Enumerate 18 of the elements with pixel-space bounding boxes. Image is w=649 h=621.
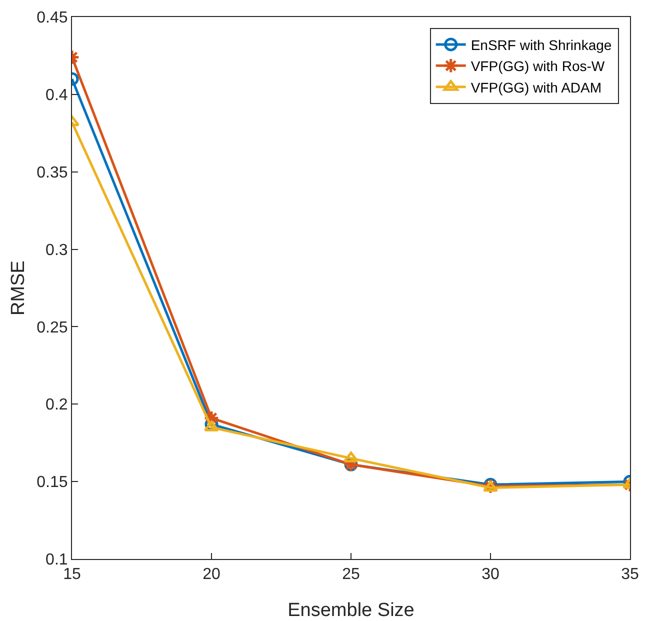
y-tick-label: 0.15 bbox=[36, 474, 68, 492]
x-tick-label: 15 bbox=[63, 566, 81, 584]
x-tick-label: 35 bbox=[621, 566, 639, 584]
x-tick-label: 25 bbox=[342, 566, 360, 584]
x-tick-label: 30 bbox=[482, 566, 500, 584]
y-tick-label: 0.1 bbox=[46, 552, 68, 569]
y-axis-title: RMSE bbox=[8, 260, 29, 316]
y-tick-label: 0.35 bbox=[36, 164, 68, 182]
y-tick-label: 0.3 bbox=[46, 242, 68, 259]
y-tick-label: 0.4 bbox=[46, 87, 68, 104]
y-tick-label: 0.45 bbox=[36, 10, 68, 27]
legend-label: VFP(GG) with ADAM bbox=[470, 79, 602, 96]
y-tick-label: 0.25 bbox=[36, 319, 68, 336]
y-tick-label: 0.2 bbox=[46, 396, 68, 414]
x-tick-label: 20 bbox=[202, 566, 220, 584]
legend-label: VFP(GG) with Ros-W bbox=[470, 58, 606, 74]
x-axis-title: Ensemble Size bbox=[288, 600, 414, 621]
legend-label: EnSRF with Shrinkage bbox=[470, 36, 612, 53]
